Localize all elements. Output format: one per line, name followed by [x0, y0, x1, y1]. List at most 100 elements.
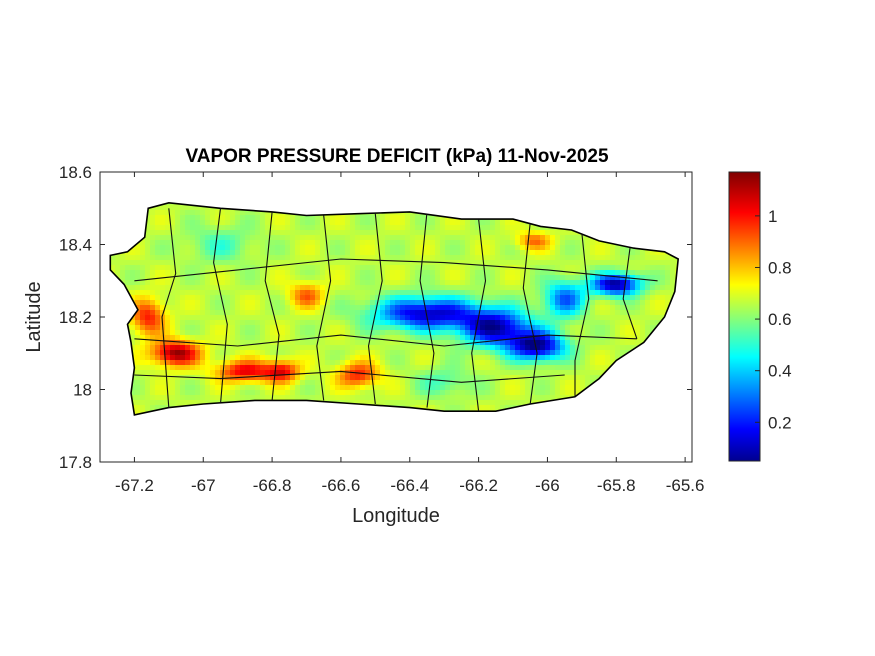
heatmap-cell: [485, 400, 491, 406]
heatmap-cell: [140, 240, 146, 246]
heatmap-cell: [265, 265, 271, 271]
heatmap-cell: [535, 390, 541, 396]
heatmap-cell: [590, 365, 596, 371]
heatmap-cell: [285, 340, 291, 346]
heatmap-cell: [225, 265, 231, 271]
heatmap-cell: [275, 365, 281, 371]
heatmap-cell: [400, 295, 406, 301]
heatmap-cell: [240, 295, 246, 301]
heatmap-cell: [515, 355, 521, 361]
heatmap-cell: [370, 260, 376, 266]
heatmap-cell: [460, 230, 466, 236]
heatmap-cell: [460, 395, 466, 401]
heatmap-cell: [465, 305, 471, 311]
heatmap-cell: [275, 290, 281, 296]
heatmap-cell: [510, 365, 516, 371]
heatmap-cell: [300, 325, 306, 331]
heatmap-cell: [230, 350, 236, 356]
heatmap-cell: [465, 275, 471, 281]
heatmap-cell: [450, 280, 456, 286]
heatmap-cell: [295, 245, 301, 251]
heatmap-cell: [190, 245, 196, 251]
heatmap-cell: [510, 290, 516, 296]
heatmap-cell: [220, 335, 226, 341]
heatmap-cell: [375, 355, 381, 361]
heatmap-cell: [335, 375, 341, 381]
heatmap-cell: [255, 365, 261, 371]
heatmap-cell: [200, 230, 206, 236]
heatmap-cell: [220, 270, 226, 276]
heatmap-cell: [160, 245, 166, 251]
heatmap-cell: [175, 335, 181, 341]
heatmap-cell: [515, 370, 521, 376]
heatmap-cell: [405, 315, 411, 321]
heatmap-cell: [395, 295, 401, 301]
heatmap-cell: [410, 255, 416, 261]
heatmap-cell: [305, 290, 311, 296]
heatmap-cell: [575, 380, 581, 386]
heatmap-cell: [380, 230, 386, 236]
heatmap-cell: [380, 235, 386, 241]
heatmap-cell: [440, 325, 446, 331]
heatmap-cell: [290, 265, 296, 271]
heatmap-cell: [240, 335, 246, 341]
heatmap-cell: [255, 395, 261, 401]
heatmap-cell: [535, 280, 541, 286]
heatmap-cell: [165, 250, 171, 256]
heatmap-cell: [210, 260, 216, 266]
heatmap-cell: [325, 370, 331, 376]
heatmap-cell: [225, 255, 231, 261]
heatmap-cell: [420, 260, 426, 266]
heatmap-cell: [385, 365, 391, 371]
heatmap-cell: [150, 275, 156, 281]
heatmap-cell: [430, 285, 436, 291]
heatmap-cell: [555, 310, 561, 316]
heatmap-cell: [465, 400, 471, 406]
heatmap-cell: [520, 320, 526, 326]
heatmap-cell: [425, 365, 431, 371]
heatmap-cell: [150, 345, 156, 351]
heatmap-cell: [200, 260, 206, 266]
heatmap-cell: [570, 235, 576, 241]
heatmap-cell: [405, 305, 411, 311]
heatmap-cell: [540, 390, 546, 396]
heatmap-cell: [275, 325, 281, 331]
heatmap-cell: [375, 370, 381, 376]
heatmap-cell: [515, 330, 521, 336]
heatmap-cell: [525, 265, 531, 271]
heatmap-cell: [370, 365, 376, 371]
heatmap-cell: [345, 375, 351, 381]
heatmap-cell: [225, 330, 231, 336]
heatmap-cell: [335, 225, 341, 231]
heatmap-cell: [595, 310, 601, 316]
heatmap-cell: [210, 215, 216, 221]
heatmap-cell: [405, 380, 411, 386]
heatmap-cell: [175, 355, 181, 361]
heatmap-cell: [560, 390, 566, 396]
heatmap-cell: [150, 325, 156, 331]
heatmap-cell: [400, 380, 406, 386]
heatmap-cell: [485, 245, 491, 251]
heatmap-cell: [130, 345, 136, 351]
heatmap-cell: [555, 365, 561, 371]
heatmap-cell: [275, 350, 281, 356]
heatmap-cell: [570, 275, 576, 281]
heatmap-cell: [565, 315, 571, 321]
heatmap-cell: [455, 400, 461, 406]
heatmap-cell: [285, 350, 291, 356]
heatmap-cell: [480, 360, 486, 366]
heatmap-cell: [495, 335, 501, 341]
heatmap-cell: [390, 250, 396, 256]
heatmap-cell: [545, 260, 551, 266]
heatmap-cell: [235, 255, 241, 261]
heatmap-cell: [345, 235, 351, 241]
heatmap-cell: [265, 300, 271, 306]
heatmap-cell: [325, 240, 331, 246]
heatmap-cell: [170, 385, 176, 391]
heatmap-cell: [550, 250, 556, 256]
heatmap-cell: [540, 355, 546, 361]
heatmap-cell: [425, 285, 431, 291]
heatmap-cell: [165, 215, 171, 221]
heatmap-cell: [485, 290, 491, 296]
heatmap-cell: [255, 350, 261, 356]
